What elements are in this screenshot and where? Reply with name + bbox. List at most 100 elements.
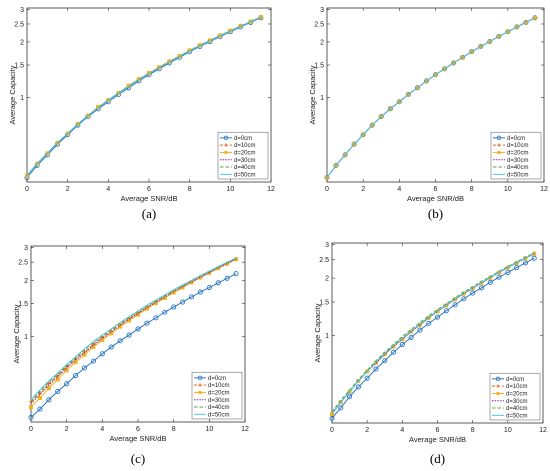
y-tick-label: 2 [320,39,324,46]
series-line [326,17,536,178]
data-point [215,280,221,286]
legend-entry: d=10cm [507,143,529,149]
x-axis-label: Average SNR/dB [407,194,464,203]
data-point [126,332,132,338]
data-point [382,358,388,364]
data-point [206,284,212,291]
legend-entry: d=30cm [208,398,230,404]
series-d=0cm [329,255,537,421]
data-point [64,381,70,387]
data-point [396,99,402,105]
data-point [434,314,441,320]
y-tick-label: 2 [24,278,28,285]
data-point [90,358,96,364]
x-tick-label: 10 [504,427,512,434]
data-point [329,415,335,421]
data-point [496,274,502,280]
data-point [325,175,329,180]
x-tick-label: 10 [205,426,213,433]
x-tick-label: 10 [226,186,234,193]
y-tick-label: 3 [20,7,24,14]
series-d=40cm [30,257,237,402]
data-point [171,290,176,295]
data-point [99,351,105,357]
series-line [30,257,237,401]
y-tick-label: 1 [20,95,24,102]
y-tick-label: 2 [325,276,329,283]
data-point [233,271,239,277]
y-tick-label: 2.5 [319,257,329,264]
legend-marker [496,391,500,395]
chart-panel-0: 0 2 4 6 8 10 12 1 1.5 2 2.5 3 Average SNR/dB Average … [8,7,275,221]
data-point [369,122,375,128]
data-point [432,72,439,78]
x-tick-label: 4 [106,186,110,193]
data-point [514,265,520,271]
data-point [505,269,511,276]
x-tick-label: 12 [267,186,275,193]
x-axis-label: Average SNR/dB [121,194,178,203]
y-tick-label: 1 [325,333,329,340]
data-point [180,299,186,305]
x-axis-label: Average SNR/dB [110,434,167,443]
y-axis-label: Average Capacity [8,65,17,124]
data-point [73,372,79,379]
legend-entry: d=40cm [506,406,528,412]
x-tick-label: 6 [147,186,151,193]
x-tick-label: 0 [29,426,33,433]
legend-marker [223,135,229,141]
x-tick-label: 4 [100,426,104,433]
series-line [26,16,262,176]
panel-caption: (b) [428,206,443,221]
legend-marker [495,376,501,382]
data-point [417,327,423,333]
legend-marker [497,150,501,154]
y-tick-label: 1.5 [18,301,28,308]
legend-entry: d=40cm [208,405,230,411]
data-point [37,396,42,400]
data-point [347,394,353,400]
data-point [333,162,339,169]
data-point [443,308,449,314]
legend-entry: d=30cm [234,158,256,164]
x-tick-label: 0 [325,186,329,193]
x-tick-label: 2 [66,186,70,193]
legend-entry: d=50cm [208,412,230,418]
y-tick-label: 2.5 [18,260,28,267]
data-point [342,152,348,158]
data-point [144,320,150,326]
x-tick-label: 8 [172,426,176,433]
x-tick-label: 8 [188,186,192,193]
data-point [188,294,195,300]
data-point [405,91,411,98]
y-axis-label: Average Capacity [12,304,21,363]
panel-caption: (c) [131,451,145,466]
x-tick-label: 2 [365,427,369,434]
legend-entry: d=20cm [234,150,256,156]
x-tick-label: 8 [471,427,475,434]
data-point [423,78,430,84]
data-point [523,19,529,25]
x-tick-label: 6 [436,427,440,434]
data-point [487,279,493,285]
data-point [451,60,457,66]
y-tick-label: 2.5 [314,21,324,28]
x-tick-label: 0 [330,427,334,434]
data-point [224,275,230,281]
panel-caption: (d) [430,451,445,466]
data-point [408,334,414,340]
x-tick-label: 4 [400,427,404,434]
legend-entry: d=50cm [234,172,256,178]
data-point [478,285,485,291]
data-point [505,29,511,35]
y-tick-label: 3 [24,245,28,252]
legend-entry: d=40cm [507,165,529,171]
series-d=40cm [331,252,535,413]
y-tick-label: 1.5 [14,63,24,70]
x-tick-label: 8 [470,186,474,193]
legend-entry: d=10cm [234,143,256,149]
